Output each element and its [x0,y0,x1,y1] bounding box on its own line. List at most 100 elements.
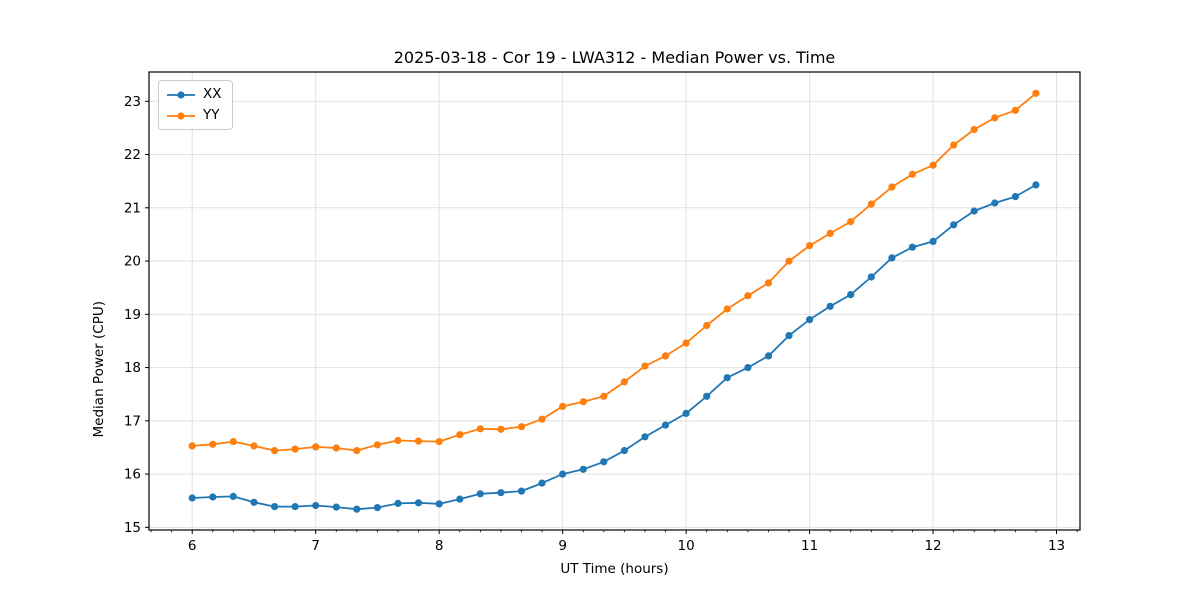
x-tick-label: 11 [801,538,818,554]
series-yy-line [191,92,1037,452]
x-tick-label: 8 [435,538,444,554]
series-xx-line [191,184,1037,511]
x-axis-label: UT Time (hours) [560,561,669,577]
y-tick-label: 17 [124,413,141,429]
series-yy-point [908,170,917,178]
series-xx-point [538,479,546,487]
series-xx-point [908,243,917,251]
series-xx-point [476,490,484,498]
y-tick-label: 18 [124,360,141,376]
series-yy-point [785,257,793,265]
y-tick-label: 23 [124,94,141,110]
series-yy-point [888,183,896,191]
series-yy-point [929,161,937,169]
series-yy-point [188,442,196,450]
series-xx-point [353,505,361,513]
series-yy-point [435,438,443,446]
series-xx-point [373,504,381,512]
series-yy-point [559,402,567,410]
series-xx-point [250,498,258,506]
series-yy-point [991,114,999,122]
series-yy-point [1011,106,1020,114]
series-yy-point [682,339,690,347]
x-tick-label: 10 [678,538,695,554]
legend-item-xx: XX [166,85,222,104]
series-yy-point [476,425,484,433]
series-xx-point [1011,193,1020,201]
series-yy-point [950,141,958,149]
y-tick-label: 16 [124,467,141,483]
series-yy-point [1032,89,1040,97]
series-yy-point [271,447,279,455]
series-xx-point [414,499,423,507]
series-yy-point [538,415,546,423]
series-xx-point [291,503,299,511]
series-xx-point [1032,181,1040,189]
series-xx-point [950,221,958,229]
x-tick-label: 13 [1048,538,1065,554]
series-yy-point [847,218,855,226]
series-yy-point [661,352,670,360]
series-yy-point [394,436,402,445]
series-xx-point [456,495,464,503]
series-yy-point [312,443,320,451]
series-xx-point [579,465,587,473]
series-xx-point [497,489,505,497]
series-xx-point [271,503,279,511]
axes-frame [148,71,1081,531]
series-xx-point [600,458,608,466]
series-xx-point [764,352,773,360]
series-xx-point [991,199,999,207]
y-tick-label: 20 [124,254,141,270]
series-yy-point [579,398,587,406]
series-xx-point [806,316,814,324]
series-yy-point [826,229,834,237]
series-xx-point [641,433,649,441]
series-xx-point [517,487,526,495]
series-yy-point [517,423,526,431]
series-yy-point [209,440,217,448]
legend-item-yy: YY [166,106,222,125]
series-yy-point [332,444,340,452]
series-xx-point [785,332,793,340]
series-xx-point [929,237,937,245]
y-axis-label-text: Median Power (CPU) [91,300,107,438]
series-xx-point [970,207,978,215]
series-xx-point [847,291,855,299]
series-xx-point [867,273,875,281]
series-xx-point [744,364,752,372]
x-tick-label: 12 [924,538,941,554]
y-tick-label: 21 [124,200,141,216]
series-yy-point [806,242,814,250]
series-xx-point [682,409,690,417]
legend: XX YY [158,80,233,130]
y-tick-label: 22 [124,147,141,163]
series-xx-point [435,500,443,508]
series-yy-point [641,362,649,370]
series-xx-point [332,503,340,511]
series-xx-point [703,392,711,400]
series-xx-point [559,470,567,478]
series-xx-point [620,447,629,455]
series-yy-point [620,378,629,386]
series-xx-point [394,499,402,507]
x-tick-label: 7 [311,538,320,554]
series-yy-point [970,125,978,134]
series-xx-point [661,421,670,429]
series-xx-point [312,501,320,510]
series-yy-point [600,392,608,400]
series-yy-point [456,431,464,439]
x-tick-label: 9 [558,538,567,554]
series-yy-point [497,425,505,433]
series-yy-point [414,437,423,445]
series-yy-point [229,438,237,446]
series-yy-point [723,305,731,313]
series-xx-point [188,494,196,502]
series-xx-point [229,492,237,500]
series-yy-point [744,292,752,300]
series-yy-point [764,279,773,287]
legend-label-yy: YY [203,107,220,123]
series-xx-point [888,254,896,262]
